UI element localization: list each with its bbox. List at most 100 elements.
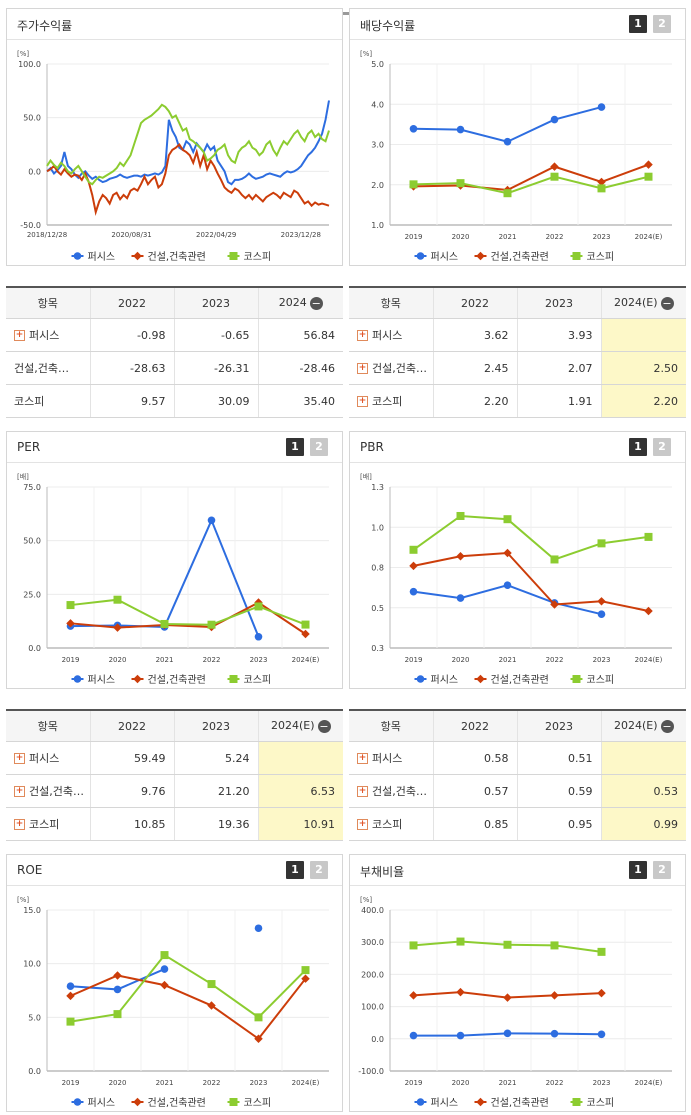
data-point: [113, 971, 122, 980]
y-tick-label: 400.0: [361, 906, 384, 915]
data-point: [550, 991, 559, 1000]
legend-item: 코스피: [570, 674, 614, 686]
expand-plus-icon[interactable]: +: [357, 329, 368, 341]
panel-title: 주가수익률: [17, 19, 73, 33]
y-tick-label: 5.0: [28, 1013, 41, 1022]
data-point: [550, 600, 559, 609]
y-tick-label: 10.0: [23, 960, 41, 969]
expand-plus-icon[interactable]: +: [14, 818, 25, 830]
data-point: [301, 620, 310, 629]
row-label[interactable]: + 건설,건축…: [349, 774, 433, 808]
col-header-2024: 2024−: [257, 287, 343, 319]
page-1-button[interactable]: 1: [286, 861, 304, 879]
legend-item: 코스피: [227, 1097, 271, 1109]
col-header-2023: 2023: [173, 287, 258, 319]
x-tick-label: 2023: [593, 656, 611, 664]
data-point: [73, 675, 82, 683]
x-tick-label: 2023: [250, 656, 268, 664]
collapse-minus-icon[interactable]: −: [317, 719, 331, 733]
page-2-button[interactable]: 2: [653, 438, 671, 456]
collapse-minus-icon[interactable]: −: [660, 719, 674, 733]
data-point: [409, 561, 418, 571]
series-line: [70, 517, 260, 638]
expand-plus-icon[interactable]: +: [357, 785, 368, 797]
col-header-2022: 2022: [89, 287, 174, 319]
y-tick-label: -50.0: [20, 221, 41, 230]
data-point: [456, 125, 465, 134]
y-tick-label: 5.0: [371, 60, 384, 69]
debt-ratio-chart: [%] 400.0 300.0 200.0 100.0 0.0 -100.0 2019 2020…: [358, 896, 672, 1109]
x-tick-label: 2022: [203, 656, 221, 664]
row-label[interactable]: + 코스피: [349, 384, 433, 418]
legend: 퍼시스 건설,건축관련 코스피: [71, 674, 271, 686]
table-row: + 코스피 2.20 1.91 2.20: [349, 384, 686, 418]
data-point: [254, 1034, 263, 1044]
row-label[interactable]: + 퍼시스: [6, 741, 90, 775]
expand-plus-icon[interactable]: +: [357, 362, 368, 374]
expand-plus-icon[interactable]: +: [14, 752, 25, 764]
legend-label: 퍼시스: [431, 1097, 459, 1109]
page-1-button[interactable]: 1: [629, 861, 647, 879]
legend-label: 퍼시스: [88, 674, 116, 686]
legend-item: 건설,건축관련: [474, 674, 549, 686]
row-label-text: 코스피: [372, 395, 403, 408]
series-2: [66, 951, 310, 1026]
page-2-button[interactable]: 2: [653, 861, 671, 879]
y-axis-unit: [%]: [360, 896, 372, 904]
panel-title: PBR: [360, 440, 384, 454]
cell-v2024: 2.20: [600, 384, 686, 418]
col-header-2023: 2023: [516, 287, 601, 319]
col-header-2023: 2023: [516, 710, 601, 742]
row-label[interactable]: + 퍼시스: [349, 318, 433, 352]
table-row: 코스피 9.57 30.09 35.40: [6, 384, 343, 418]
cell-v2023: 1.91: [516, 384, 601, 418]
page-2-button[interactable]: 2: [310, 438, 328, 456]
x-tick-label: 2021: [499, 1079, 517, 1087]
series-0: [409, 103, 606, 146]
y-tick-label: 0.0: [28, 167, 41, 176]
cell-v2024: [600, 318, 686, 352]
page-1-button[interactable]: 1: [629, 15, 647, 33]
expand-plus-icon[interactable]: +: [357, 752, 368, 764]
series-line: [70, 601, 307, 635]
row-label[interactable]: + 퍼시스: [349, 741, 433, 775]
row-label[interactable]: + 코스피: [6, 807, 90, 841]
data-point: [572, 252, 581, 260]
data-point: [160, 980, 169, 990]
expand-plus-icon[interactable]: +: [14, 329, 25, 341]
data-point: [456, 987, 465, 997]
data-point: [572, 1098, 581, 1106]
dividend-yield-chart: [%] 5.0 4.0 3.0 2.0 1.0 2019 2020 2021 2022 2023 20…: [360, 50, 672, 263]
row-label[interactable]: + 퍼시스: [6, 318, 90, 352]
x-tick-label: 2019: [405, 1079, 423, 1087]
expand-plus-icon[interactable]: +: [357, 818, 368, 830]
row-label[interactable]: + 건설,건축…: [6, 774, 90, 808]
series-2: [409, 937, 606, 956]
page-2-button[interactable]: 2: [310, 861, 328, 879]
collapse-minus-icon[interactable]: −: [309, 296, 323, 310]
row-label-text: 건설,건축…: [29, 785, 84, 798]
collapse-minus-icon[interactable]: −: [660, 296, 674, 310]
page-1-button[interactable]: 1: [286, 438, 304, 456]
panel-title: ROE: [17, 863, 43, 877]
data-point: [113, 623, 122, 632]
expand-plus-icon[interactable]: +: [357, 395, 368, 407]
series-line: [413, 551, 649, 612]
row-label[interactable]: + 코스피: [349, 807, 433, 841]
legend: 퍼시스 건설,건축관련 코스피: [414, 1097, 614, 1109]
table-header-row: 항목 2022 2023 2024−: [6, 287, 343, 319]
expand-plus-icon[interactable]: +: [14, 785, 25, 797]
row-label[interactable]: + 건설,건축…: [349, 351, 433, 385]
row-label-text: 코스피: [29, 818, 60, 831]
table-row: + 퍼시스 0.58 0.51: [349, 741, 686, 775]
data-point: [456, 551, 465, 561]
page-1-button[interactable]: 1: [629, 438, 647, 456]
row-label-text: 퍼시스: [372, 752, 403, 765]
legend: 퍼시스 건설,건축관련 코스피: [71, 251, 271, 263]
data-point: [113, 1010, 122, 1019]
legend-item: 건설,건축관련: [131, 674, 206, 686]
data-point: [572, 675, 581, 683]
page-2-button[interactable]: 2: [653, 15, 671, 33]
data-point: [409, 125, 418, 133]
